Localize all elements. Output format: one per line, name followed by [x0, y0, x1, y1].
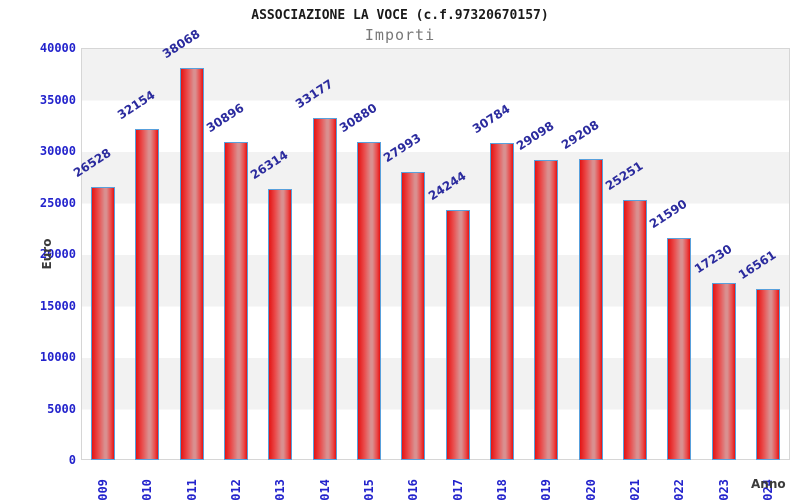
- x-tick-label: 2013: [273, 479, 288, 500]
- bar: [489, 142, 514, 460]
- x-tick-label: 2022: [672, 479, 687, 500]
- y-tick-label: 0: [68, 453, 76, 467]
- x-tick-label: 2015: [362, 479, 377, 500]
- y-tick-label: 25000: [39, 195, 76, 210]
- y-tick-label: 40000: [39, 41, 76, 55]
- bar: [135, 128, 160, 460]
- x-tick-label: 2012: [229, 479, 244, 500]
- bar: [179, 67, 204, 460]
- bar: [91, 186, 116, 460]
- bar: [357, 141, 382, 460]
- y-tick-label: 10000: [39, 350, 76, 364]
- x-tick-label: 2016: [406, 479, 421, 500]
- y-tick-label: 15000: [39, 298, 76, 313]
- y-tick-label: 30000: [39, 144, 76, 158]
- bar: [622, 199, 647, 460]
- bar: [401, 171, 426, 460]
- y-tick-label: 35000: [39, 92, 76, 107]
- x-axis-title: Anno: [751, 477, 786, 491]
- chart-subtitle: Importi: [364, 26, 436, 44]
- bar: [224, 141, 249, 460]
- chart-title: ASSOCIAZIONE LA VOCE (c.f.97320670157): [251, 8, 549, 23]
- x-tick-label: 2020: [583, 479, 598, 500]
- bar: [755, 289, 780, 460]
- x-tick-label: 2009: [96, 479, 111, 500]
- x-tick-label: 2010: [140, 479, 155, 500]
- x-tick-label: 2017: [450, 479, 465, 500]
- x-tick-label: 2014: [317, 479, 332, 500]
- x-tick-label: 2019: [539, 479, 554, 500]
- y-tick-label: 20000: [39, 247, 76, 261]
- bar: [268, 188, 293, 460]
- x-tick-label: 2023: [716, 479, 731, 500]
- bar: [534, 160, 559, 460]
- y-axis-title: Euro: [40, 238, 54, 270]
- x-tick-label: 2011: [184, 479, 199, 500]
- bar: [578, 159, 603, 460]
- bar: [445, 210, 470, 460]
- bar: [667, 237, 692, 460]
- x-tick-label: 2018: [494, 479, 509, 500]
- x-tick-label: 2021: [627, 479, 642, 500]
- bar: [711, 282, 736, 460]
- y-tick-label: 5000: [47, 401, 76, 416]
- bar: [312, 118, 337, 460]
